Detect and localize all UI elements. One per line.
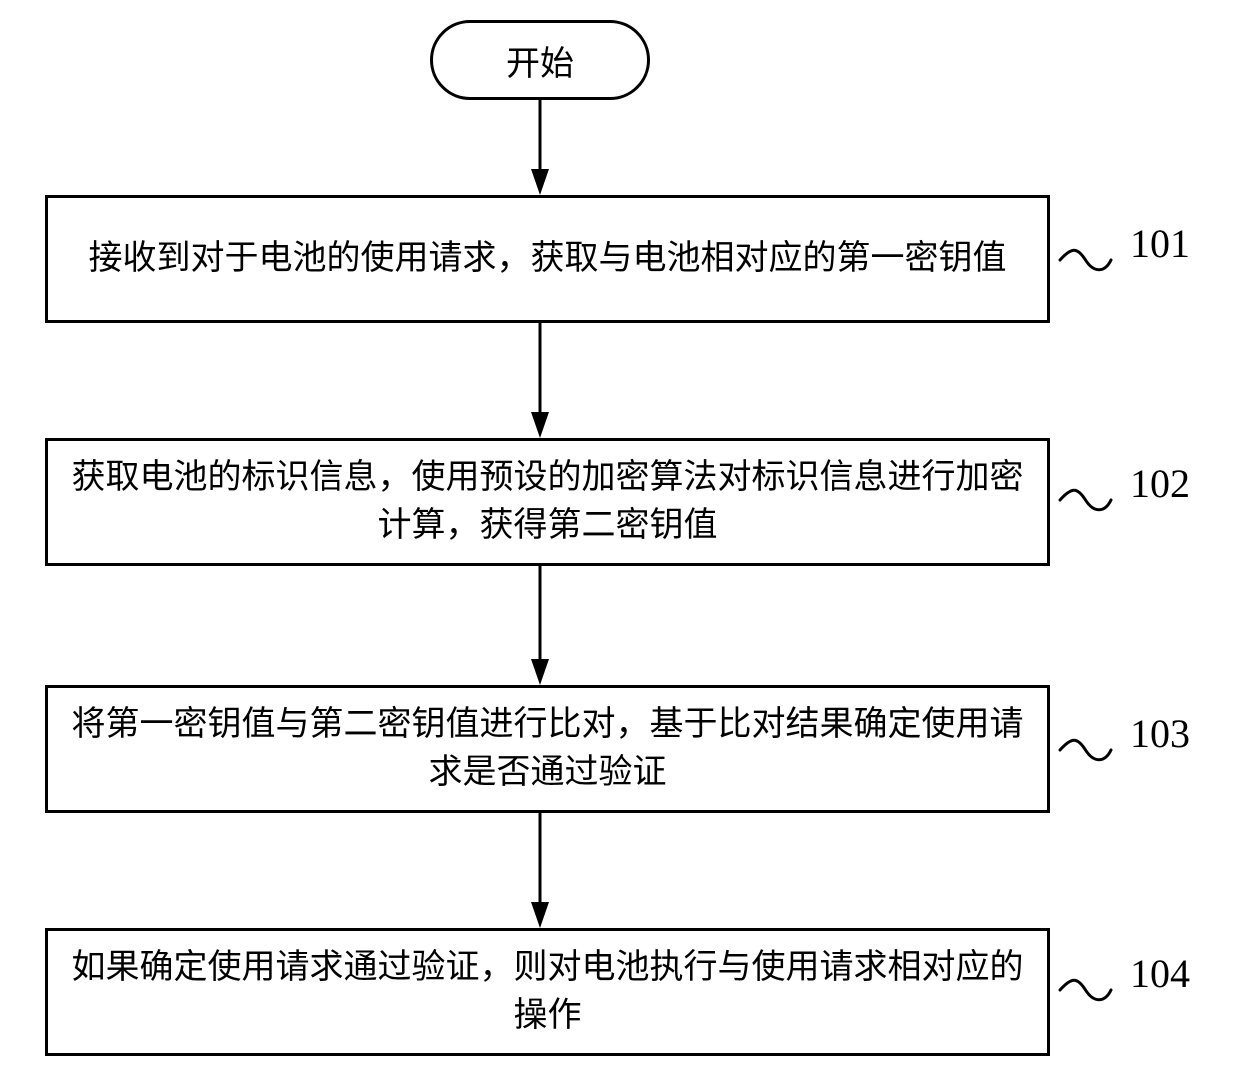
step-label-103: 103 bbox=[1130, 710, 1190, 757]
tilde-connector-103 bbox=[1058, 735, 1113, 765]
step-text: 接收到对于电池的使用请求，获取与电池相对应的第一密钥值 bbox=[89, 235, 1007, 283]
tilde-connector-101 bbox=[1058, 245, 1113, 275]
step-box-101: 接收到对于电池的使用请求，获取与电池相对应的第一密钥值 bbox=[45, 195, 1050, 323]
step-label-101: 101 bbox=[1130, 220, 1190, 267]
step-label-104: 104 bbox=[1130, 950, 1190, 997]
flowchart-canvas: 开始 接收到对于电池的使用请求，获取与电池相对应的第一密钥值 获取电池的标识信息… bbox=[0, 0, 1240, 1087]
step-text: 将第一密钥值与第二密钥值进行比对，基于比对结果确定使用请求是否通过验证 bbox=[68, 701, 1027, 796]
step-box-104: 如果确定使用请求通过验证，则对电池执行与使用请求相对应的操作 bbox=[45, 928, 1050, 1056]
tilde-connector-104 bbox=[1058, 975, 1113, 1005]
tilde-connector-102 bbox=[1058, 485, 1113, 515]
step-box-103: 将第一密钥值与第二密钥值进行比对，基于比对结果确定使用请求是否通过验证 bbox=[45, 685, 1050, 813]
start-label: 开始 bbox=[506, 36, 574, 85]
step-text: 获取电池的标识信息，使用预设的加密算法对标识信息进行加密计算，获得第二密钥值 bbox=[68, 454, 1027, 549]
step-label-102: 102 bbox=[1130, 460, 1190, 507]
step-box-102: 获取电池的标识信息，使用预设的加密算法对标识信息进行加密计算，获得第二密钥值 bbox=[45, 438, 1050, 566]
step-text: 如果确定使用请求通过验证，则对电池执行与使用请求相对应的操作 bbox=[68, 944, 1027, 1039]
start-node: 开始 bbox=[430, 20, 650, 100]
